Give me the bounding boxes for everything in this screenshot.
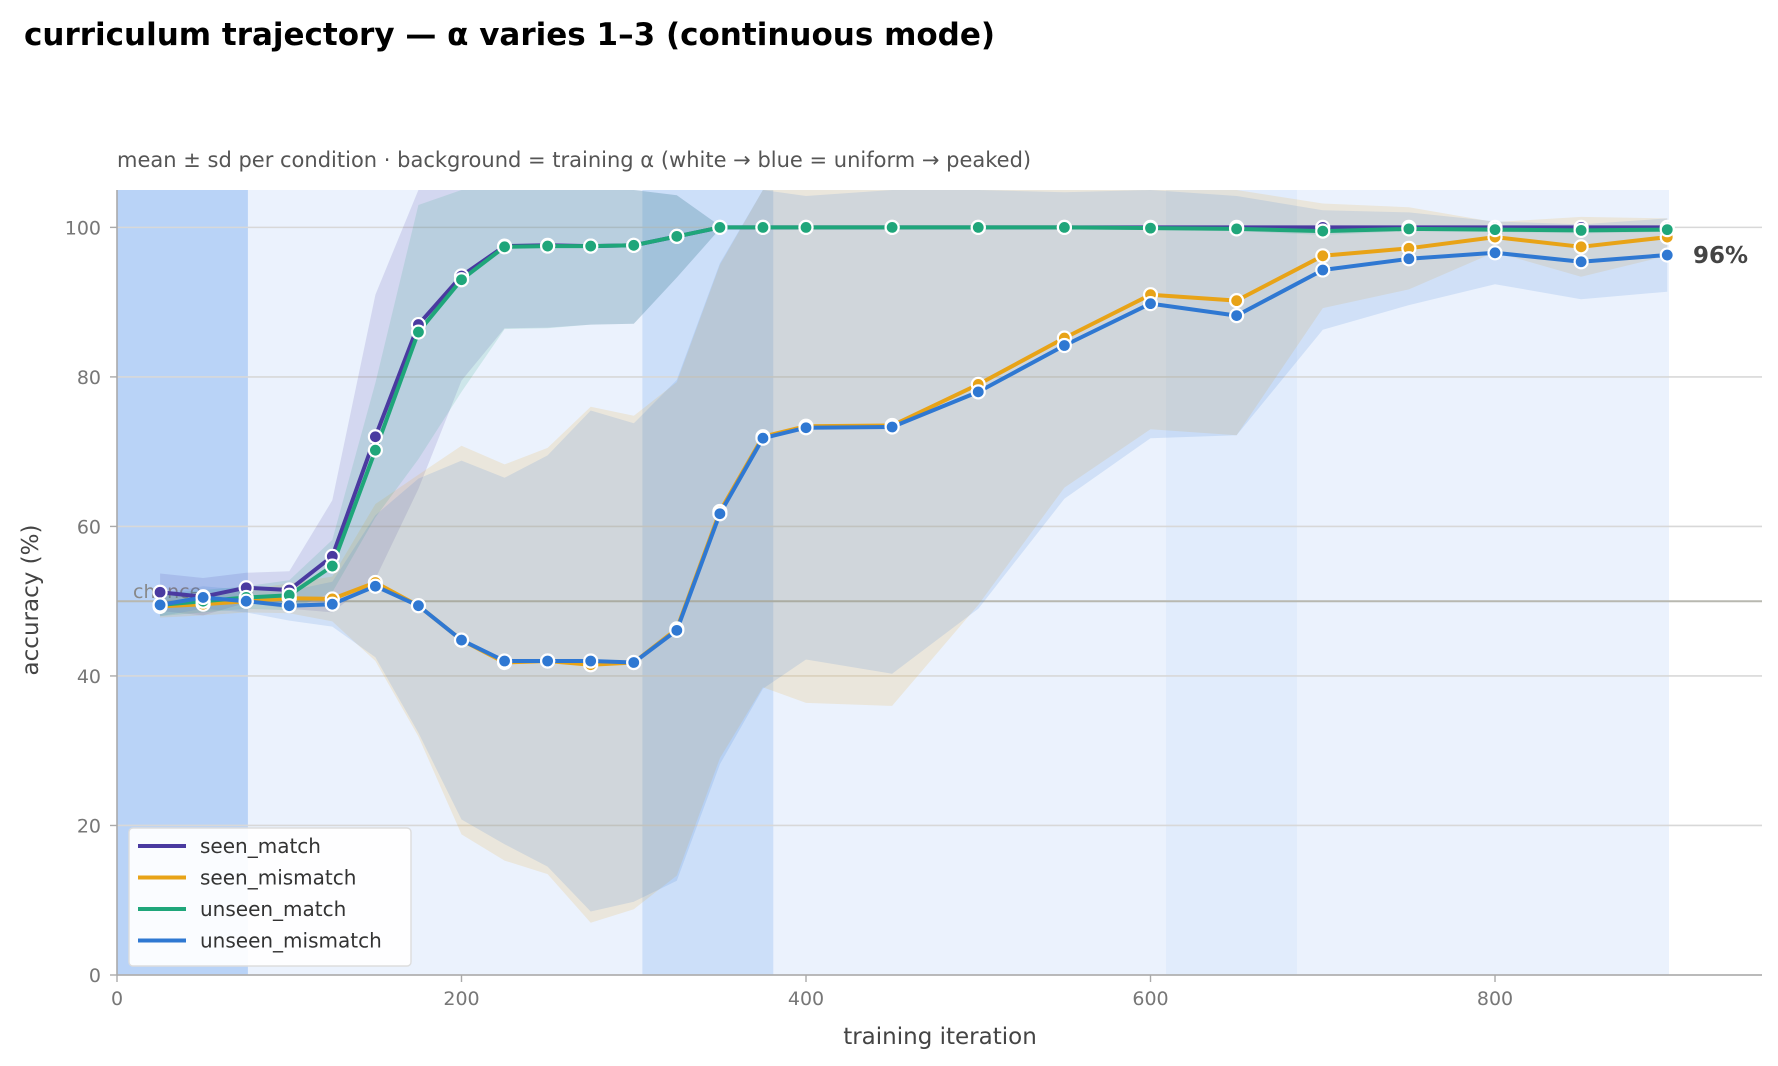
point-unseen_match-325 bbox=[669, 228, 685, 244]
point-unseen_mismatch-450 bbox=[884, 419, 900, 435]
point-unseen_mismatch-350 bbox=[712, 506, 728, 522]
y-tick-label-80: 80 bbox=[77, 367, 101, 389]
point-seen_match-150 bbox=[367, 429, 383, 445]
sd-bands bbox=[160, 190, 1668, 923]
point-unseen_mismatch-125 bbox=[324, 596, 340, 612]
alpha-band-5 bbox=[1296, 190, 1669, 975]
sd-band-seen_mismatch bbox=[160, 190, 1668, 923]
point-unseen_match-175 bbox=[410, 324, 427, 340]
x-tick-label-0: 0 bbox=[111, 988, 123, 1010]
point-unseen_match-350 bbox=[712, 219, 728, 235]
point-unseen_match-375 bbox=[755, 219, 771, 235]
point-unseen_mismatch-100 bbox=[281, 598, 297, 614]
legend-label-unseen_mismatch: unseen_mismatch bbox=[200, 929, 382, 953]
sd-band-unseen_match bbox=[160, 190, 1668, 617]
y-axis-label: accuracy (%) bbox=[18, 525, 44, 676]
point-unseen_mismatch-250 bbox=[540, 653, 556, 669]
legend-box bbox=[128, 827, 412, 967]
point-unseen_mismatch-700 bbox=[1315, 262, 1331, 278]
y-tick-label-40: 40 bbox=[77, 666, 101, 688]
point-seen_mismatch-650 bbox=[1229, 293, 1245, 309]
legend-label-unseen_match: unseen_match bbox=[200, 897, 346, 921]
series-points bbox=[152, 219, 1675, 673]
axes: 0 200 400 600 800 0 20 40 60 80 100 bbox=[65, 190, 1762, 1010]
point-unseen_mismatch-650 bbox=[1229, 308, 1245, 324]
point-unseen_mismatch-175 bbox=[410, 598, 427, 614]
sd-band-unseen_mismatch bbox=[160, 190, 1668, 912]
point-unseen_mismatch-150 bbox=[367, 578, 383, 594]
point-unseen_match-450 bbox=[884, 219, 900, 235]
chart-subtitle: mean ± sd per condition · background = t… bbox=[117, 148, 1031, 172]
sd-band-seen_match bbox=[160, 190, 1668, 616]
point-unseen_mismatch-800 bbox=[1487, 245, 1503, 261]
point-unseen_match-500 bbox=[970, 219, 986, 235]
point-unseen_match-300 bbox=[626, 237, 642, 253]
point-unseen_mismatch-275 bbox=[583, 653, 599, 669]
point-seen_match-25 bbox=[152, 584, 168, 600]
y-tick-label-100: 100 bbox=[65, 217, 101, 239]
x-axis-label: training iteration bbox=[843, 1024, 1037, 1050]
point-unseen_match-800 bbox=[1487, 222, 1503, 238]
point-unseen_match-850 bbox=[1573, 222, 1589, 238]
point-unseen_mismatch-50 bbox=[195, 589, 211, 606]
point-unseen_match-700 bbox=[1315, 223, 1331, 239]
y-tick-label-60: 60 bbox=[77, 516, 101, 538]
point-unseen_mismatch-600 bbox=[1142, 296, 1159, 312]
point-unseen_match-600 bbox=[1142, 220, 1159, 236]
y-tick-label-0: 0 bbox=[89, 965, 101, 987]
x-tick-label-400: 400 bbox=[788, 988, 824, 1010]
point-unseen_mismatch-500 bbox=[970, 384, 986, 400]
point-unseen_match-275 bbox=[583, 238, 599, 254]
point-seen_mismatch-850 bbox=[1573, 239, 1589, 255]
point-unseen_match-400 bbox=[798, 219, 814, 235]
point-unseen_mismatch-75 bbox=[238, 593, 254, 609]
point-unseen_match-900 bbox=[1659, 222, 1675, 238]
point-unseen_mismatch-750 bbox=[1401, 251, 1417, 267]
legend: seen_match seen_mismatch unseen_matchunsee… bbox=[128, 827, 412, 967]
legend-label-seen_match: seen_match bbox=[200, 834, 321, 858]
point-unseen_match-650 bbox=[1229, 221, 1245, 237]
point-unseen_match-550 bbox=[1056, 219, 1072, 235]
point-unseen_mismatch-325 bbox=[669, 622, 685, 638]
point-seen_mismatch-700 bbox=[1315, 248, 1331, 264]
line-unseen_match bbox=[159, 225, 1668, 607]
point-unseen_match-125 bbox=[324, 558, 340, 574]
point-unseen_mismatch-550 bbox=[1056, 337, 1072, 354]
point-unseen_match-150 bbox=[367, 442, 383, 458]
point-unseen_mismatch-25 bbox=[152, 597, 168, 613]
point-unseen_match-200 bbox=[453, 272, 470, 288]
point-unseen_match-225 bbox=[496, 239, 513, 255]
point-unseen_mismatch-375 bbox=[755, 430, 771, 446]
x-tick-label-800: 800 bbox=[1477, 988, 1513, 1010]
point-unseen_mismatch-200 bbox=[453, 632, 470, 648]
alpha-band-2 bbox=[642, 190, 774, 975]
point-unseen_mismatch-225 bbox=[496, 653, 513, 669]
legend-label-seen_mismatch: seen_mismatch bbox=[200, 866, 356, 890]
point-unseen_mismatch-900 bbox=[1659, 247, 1675, 263]
series-lines bbox=[159, 225, 1668, 667]
y-tick-label-20: 20 bbox=[77, 815, 101, 837]
x-tick-label-200: 200 bbox=[443, 988, 479, 1010]
chart-title: curriculum trajectory — α varies 1–3 (co… bbox=[24, 17, 995, 53]
x-tick-label-600: 600 bbox=[1132, 988, 1168, 1010]
point-unseen_match-250 bbox=[540, 238, 556, 254]
point-unseen_mismatch-300 bbox=[626, 654, 642, 671]
point-unseen_match-750 bbox=[1401, 221, 1417, 237]
end-value-label: 96% bbox=[1693, 243, 1748, 269]
point-unseen_mismatch-400 bbox=[798, 420, 814, 436]
point-unseen_mismatch-850 bbox=[1573, 254, 1589, 270]
